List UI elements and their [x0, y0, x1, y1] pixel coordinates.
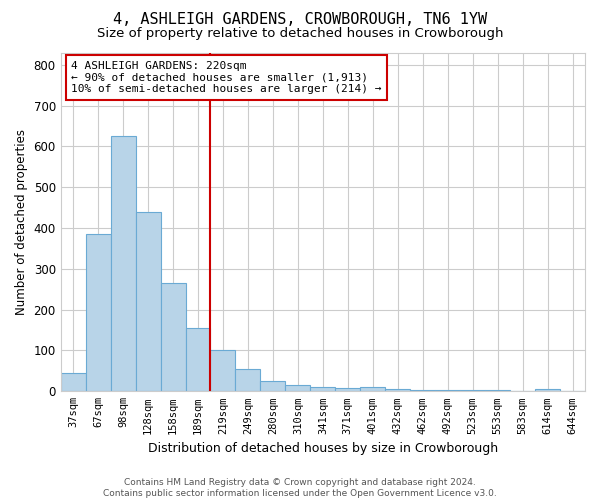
Text: 4 ASHLEIGH GARDENS: 220sqm
← 90% of detached houses are smaller (1,913)
10% of s: 4 ASHLEIGH GARDENS: 220sqm ← 90% of deta… [71, 61, 382, 94]
Bar [86, 234, 110, 392]
Bar [435, 390, 460, 392]
Bar [310, 387, 335, 392]
Bar [110, 136, 136, 392]
Bar [410, 390, 435, 392]
Bar [235, 369, 260, 392]
Bar [161, 283, 185, 392]
Bar [485, 390, 510, 392]
Bar [136, 212, 161, 392]
Bar [185, 328, 211, 392]
Bar [286, 385, 310, 392]
Bar [335, 388, 360, 392]
Y-axis label: Number of detached properties: Number of detached properties [15, 129, 28, 315]
Bar [535, 390, 560, 392]
Bar [360, 387, 385, 392]
Text: Size of property relative to detached houses in Crowborough: Size of property relative to detached ho… [97, 28, 503, 40]
Bar [61, 373, 86, 392]
X-axis label: Distribution of detached houses by size in Crowborough: Distribution of detached houses by size … [148, 442, 498, 455]
Text: 4, ASHLEIGH GARDENS, CROWBOROUGH, TN6 1YW: 4, ASHLEIGH GARDENS, CROWBOROUGH, TN6 1Y… [113, 12, 487, 28]
Bar [260, 381, 286, 392]
Text: Contains HM Land Registry data © Crown copyright and database right 2024.
Contai: Contains HM Land Registry data © Crown c… [103, 478, 497, 498]
Bar [460, 390, 485, 392]
Bar [385, 390, 410, 392]
Bar [211, 350, 235, 392]
